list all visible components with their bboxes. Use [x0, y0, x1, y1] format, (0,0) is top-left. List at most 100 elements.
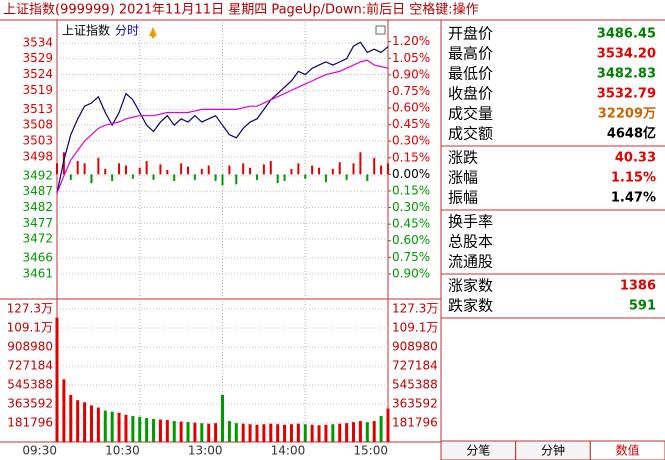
y-tick-label: 3477	[22, 216, 53, 230]
quote-label: 收盘价	[448, 85, 493, 103]
tab-label[interactable]: 分笔	[466, 443, 490, 458]
quote-label: 流通股	[448, 253, 493, 271]
breadth-bar	[331, 168, 334, 175]
y2-tick-label: 0.30%	[392, 134, 430, 148]
volume-bar	[214, 423, 218, 442]
breadth-bar	[242, 163, 245, 175]
breadth-bar	[276, 174, 279, 184]
volume-bar	[124, 414, 128, 442]
volume-bar	[103, 410, 107, 442]
tabs: 分笔 分钟 数值	[440, 440, 665, 460]
quote-label: 振幅	[448, 189, 478, 207]
x-tick-label: 09:30	[22, 444, 57, 458]
quote-value: 1.15%	[611, 171, 656, 186]
y-tick-label: 181796	[7, 416, 53, 430]
breadth-bar	[173, 174, 176, 182]
quote-label: 跌家数	[448, 297, 493, 315]
quote-value: 591	[629, 299, 656, 314]
y-tick-label-right: 545388	[392, 378, 438, 392]
y-tick-label: 3461	[22, 266, 53, 280]
volume-bar	[255, 424, 259, 442]
tab-label[interactable]: 数值	[616, 443, 640, 458]
tab-label[interactable]: 分钟	[541, 443, 565, 458]
quote-value: 1386	[620, 279, 656, 294]
volume-bar	[83, 402, 87, 442]
volume-bar	[331, 424, 335, 442]
volume-bar	[158, 419, 162, 442]
breadth-bar	[380, 165, 383, 175]
breadth-bar	[228, 165, 231, 175]
quote-label: 开盘价	[448, 25, 493, 43]
volume-bar	[165, 420, 169, 442]
y-tick-label: 3498	[22, 149, 53, 163]
y2-tick-label: 0.45%	[392, 217, 430, 231]
breadth-bar	[104, 168, 107, 175]
breadth-bar	[207, 165, 210, 175]
quote-value: 3486.45	[597, 27, 656, 42]
breadth-bar	[131, 174, 134, 179]
quote-label: 成交量	[448, 105, 493, 123]
volume-bar	[234, 423, 238, 442]
y2-tick-label: 1.05%	[392, 51, 430, 65]
pane-icon[interactable]	[149, 27, 157, 39]
breadth-bar	[214, 174, 217, 182]
y2-tick-label: 0.15%	[392, 183, 430, 197]
breadth-bar	[269, 161, 272, 175]
y-tick-label-right: 727184	[392, 359, 438, 373]
breadth-bar	[111, 174, 114, 182]
y2-tick-label: 0.75%	[392, 250, 430, 264]
breadth-bar	[90, 174, 93, 184]
y-tick-label: 3524	[22, 67, 53, 81]
y2-tick-label: 0.15%	[392, 150, 430, 164]
quote-value: 32209万	[598, 107, 656, 122]
quote-label: 成交额	[448, 125, 493, 143]
volume-bar	[76, 400, 80, 442]
x-tick-label: 14:00	[271, 444, 306, 458]
volume-bar	[310, 424, 314, 442]
breadth-bar	[166, 169, 169, 175]
breadth-bar	[138, 167, 141, 175]
volume-bar	[324, 424, 328, 442]
y-tick-label: 3508	[22, 118, 53, 132]
y2-tick-label: 0.60%	[392, 233, 430, 247]
y-tick-label: 727184	[7, 359, 53, 373]
breadth-bar	[69, 174, 72, 180]
pane-restore-icon[interactable]	[375, 25, 386, 35]
breadth-bar	[76, 161, 79, 175]
breadth-bar	[200, 168, 203, 175]
y-tick-label: 908980	[7, 340, 53, 354]
y2-tick-label: 0.75%	[392, 84, 430, 98]
quote-label: 最高价	[448, 45, 493, 63]
volume-bar	[145, 417, 149, 442]
quote-value: 3532.79	[597, 87, 656, 102]
breadth-bar	[152, 174, 155, 180]
volume-bar	[152, 419, 156, 442]
x-tick-label: 10:30	[105, 444, 140, 458]
quote-value: 3482.83	[597, 67, 656, 82]
price-line	[56, 59, 389, 194]
breadth-bar	[249, 167, 252, 175]
quote-label: 最低价	[448, 65, 493, 83]
quote-label: 总股本	[448, 233, 493, 251]
volume-bar	[138, 416, 142, 442]
pane-mode[interactable]: 分时	[115, 24, 139, 38]
breadth-bar	[290, 168, 293, 175]
title: 上证指数(999999) 2021年11月11日 星期四 PageUp/Down…	[3, 2, 479, 18]
breadth-bar	[345, 174, 348, 180]
volume-bar	[317, 425, 321, 442]
volume-bar	[365, 422, 369, 442]
volume-bar	[117, 412, 121, 442]
y2-tick-label: 0.30%	[392, 200, 430, 214]
volume-bar	[200, 423, 204, 442]
y2-tick-label: 0.90%	[392, 266, 430, 280]
volume-bar	[89, 405, 93, 442]
volume-bar	[62, 379, 66, 442]
quote-label: 涨跌	[448, 149, 478, 167]
y-tick-label-right: 181796	[392, 416, 438, 430]
volume-bar	[55, 317, 59, 442]
breadth-bar	[304, 174, 307, 179]
breadth-bar	[283, 174, 286, 182]
quote-panel: 开盘价 3486.45 最高价 3534.20 最低价 3482.83 收盘价 3532.79…	[441, 25, 665, 319]
volume-bar	[248, 424, 252, 442]
y-tick-label: 3529	[22, 51, 53, 65]
